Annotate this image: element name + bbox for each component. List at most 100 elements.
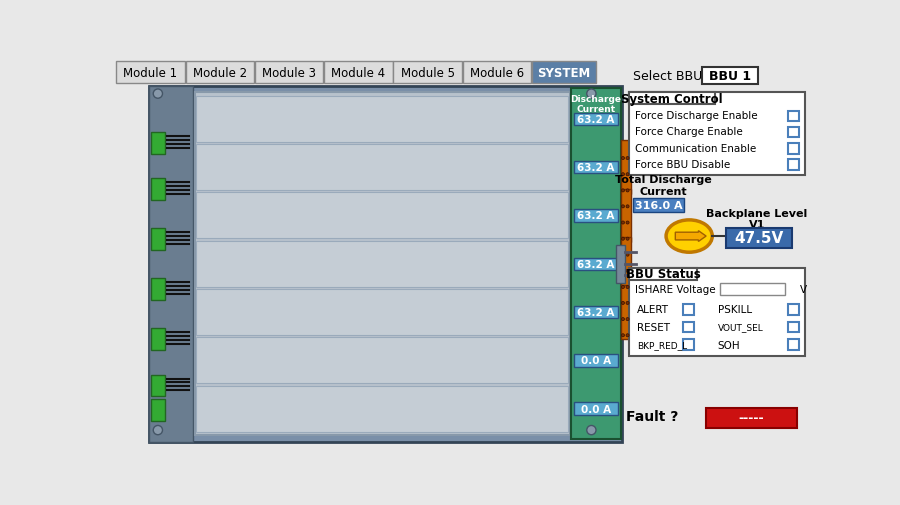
Text: 0.0 A: 0.0 A [580,404,611,414]
Circle shape [621,222,625,225]
Bar [194,93,570,436]
Bar [702,68,758,85]
Bar [324,62,392,84]
Bar [629,268,805,357]
Bar [788,127,798,138]
Circle shape [621,286,625,289]
Text: ISHARE Voltage: ISHARE Voltage [635,285,716,294]
Circle shape [626,334,629,337]
Bar [255,62,323,84]
Circle shape [626,318,629,321]
Text: Select BBU: Select BBU [633,70,702,82]
Circle shape [621,302,625,305]
Text: 63.2 A: 63.2 A [577,211,615,221]
Bar [196,386,568,432]
Bar [151,133,165,155]
Text: 63.2 A: 63.2 A [577,259,615,269]
Text: Force BBU Disable: Force BBU Disable [635,160,731,169]
Circle shape [621,189,625,192]
Bar [788,304,798,315]
Text: BBU 1: BBU 1 [709,70,751,83]
Text: 63.2 A: 63.2 A [577,115,615,125]
Bar [151,229,165,250]
Text: Module 4: Module 4 [331,67,385,79]
Text: System Control: System Control [621,92,723,106]
Circle shape [621,157,625,160]
Text: Force Discharge Enable: Force Discharge Enable [635,111,758,121]
Bar [720,283,785,296]
Bar [683,322,694,333]
Bar [151,399,165,421]
Bar [151,375,165,396]
Text: Module 5: Module 5 [400,67,454,79]
Text: Discharge
Current: Discharge Current [571,95,622,114]
Circle shape [626,206,629,209]
Bar [196,145,568,191]
Text: PSKILL: PSKILL [717,305,752,315]
Circle shape [621,254,625,257]
Circle shape [626,222,629,225]
Text: VOUT_SEL: VOUT_SEL [717,323,763,332]
Bar [683,339,694,350]
Bar [574,162,617,174]
Circle shape [626,189,629,192]
Bar [148,87,622,442]
Bar [148,87,194,442]
Bar [621,286,632,339]
Circle shape [587,90,596,99]
Bar [574,114,617,126]
Bar [574,210,617,222]
Bar [788,322,798,333]
Circle shape [626,157,629,160]
Text: BBU Status: BBU Status [626,268,700,281]
Text: -----: ----- [739,412,764,424]
Bar [196,193,568,239]
Ellipse shape [666,221,712,252]
Bar [706,408,797,428]
Text: RESET: RESET [637,322,670,332]
Circle shape [153,90,163,99]
Bar [463,62,531,84]
Bar [196,338,568,384]
Circle shape [621,206,625,209]
Bar [788,339,798,350]
Text: SYSTEM: SYSTEM [537,67,590,79]
Circle shape [626,270,629,273]
Bar [532,62,596,84]
Circle shape [621,173,625,176]
Text: 63.2 A: 63.2 A [577,163,615,173]
Bar [574,402,617,415]
Bar [393,62,462,84]
Bar [629,93,716,105]
Text: ALERT: ALERT [637,305,669,315]
Text: Module 1: Module 1 [123,67,177,79]
Bar [788,160,798,171]
Text: Communication Enable: Communication Enable [635,143,757,153]
Circle shape [626,254,629,257]
Bar [196,289,568,335]
Text: 47.5V: 47.5V [734,231,783,245]
Bar [629,93,805,176]
Text: Backplane Level
V1: Backplane Level V1 [706,208,807,230]
Text: Force Charge Enable: Force Charge Enable [635,127,743,137]
Bar [726,228,792,248]
Text: 316.0 A: 316.0 A [634,201,682,211]
Text: Module 3: Module 3 [262,67,316,79]
Bar [196,97,568,142]
Bar [151,279,165,300]
Bar [616,245,625,283]
Circle shape [626,173,629,176]
Bar [116,62,184,84]
Text: Module 2: Module 2 [193,67,247,79]
Bar [621,237,632,291]
Bar [633,199,684,213]
Circle shape [621,270,625,273]
FancyArrow shape [675,231,706,242]
Bar [788,143,798,155]
Bar [151,179,165,200]
Text: BKP_RED_L: BKP_RED_L [637,340,687,349]
Bar [574,355,617,367]
Circle shape [621,318,625,321]
Bar [185,62,254,84]
Bar [151,329,165,350]
